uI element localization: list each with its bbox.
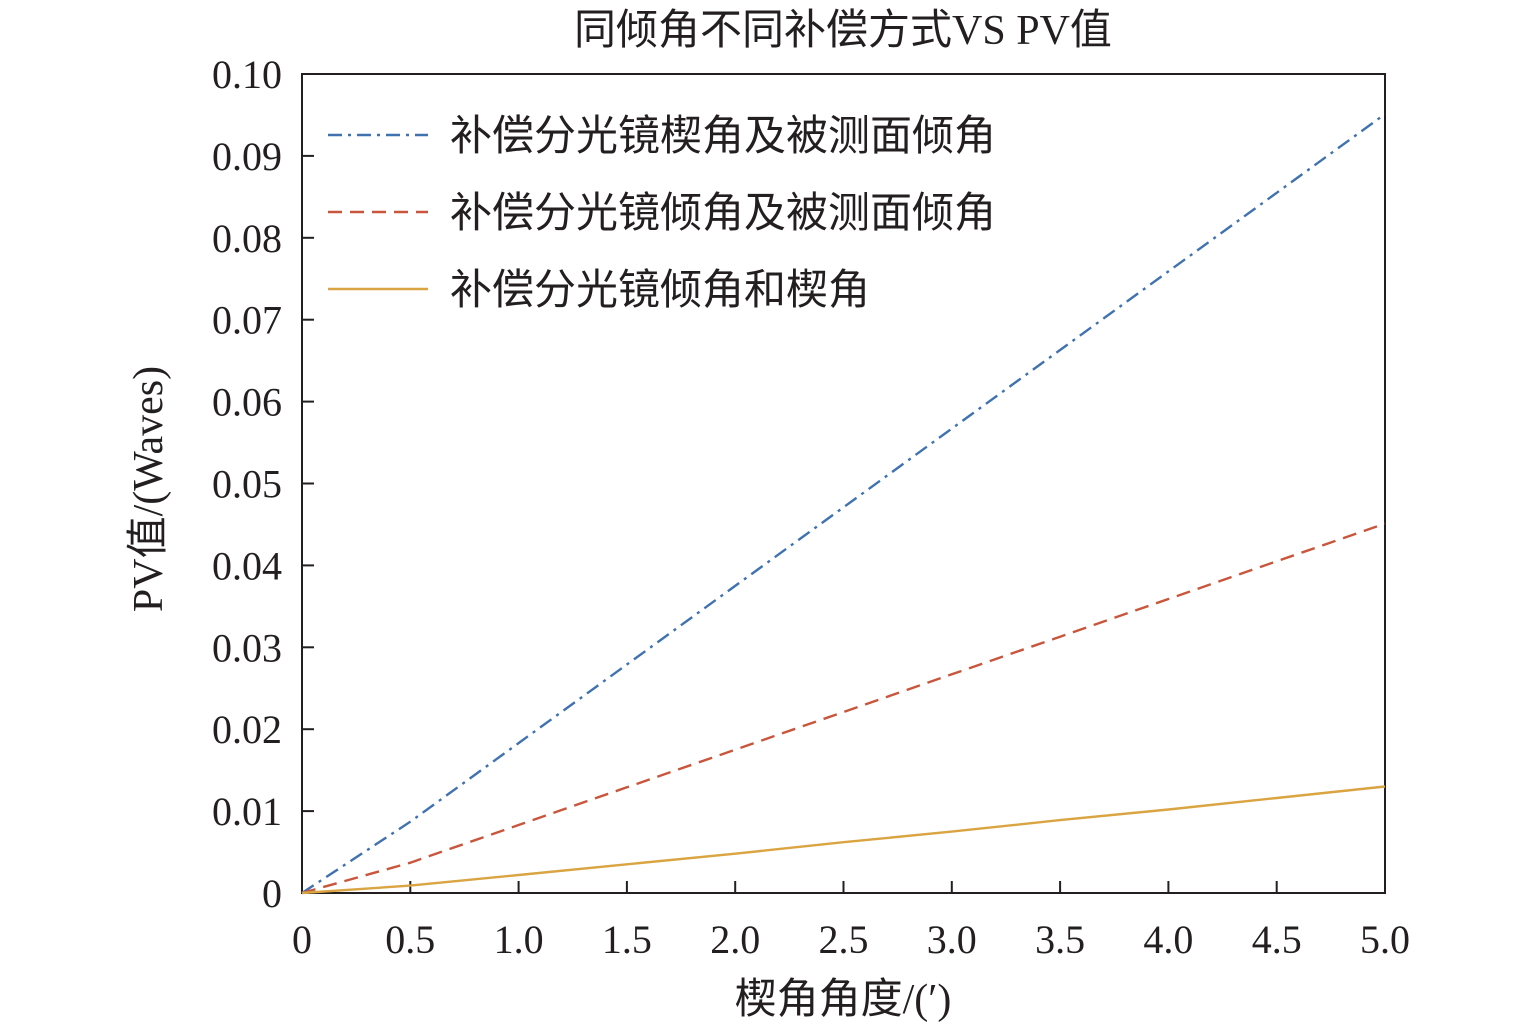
- y-tick-label: 0.09: [212, 134, 282, 179]
- series-layer: [301, 113, 1386, 895]
- y-tick-label: 0.05: [212, 462, 282, 507]
- y-axis: 0 0.01 0.02 0.03 0.04 0.05 0.06 0.07 0.08 0.09 0.1…: [212, 52, 314, 916]
- legend-label-2: 补偿分光镜倾角及被测面倾角: [450, 190, 996, 237]
- x-tick-label: 2.5: [819, 917, 869, 962]
- x-axis-label: 楔角角度/(′): [735, 977, 952, 1023]
- series-line-1: [301, 113, 1386, 895]
- x-tick-label: 1.0: [494, 917, 544, 962]
- y-tick-label: 0: [262, 871, 282, 916]
- y-tick-label: 0.02: [212, 707, 282, 752]
- series-line-2: [301, 522, 1386, 895]
- x-tick-label: 4.5: [1252, 917, 1302, 962]
- legend-label-3: 补偿分光镜倾角和楔角: [450, 267, 870, 314]
- y-axis-label: PV值/(Waves): [126, 366, 172, 612]
- series-line-3: [301, 785, 1386, 895]
- y-tick-label: 0.10: [212, 52, 282, 97]
- y-tick-label: 0.01: [212, 789, 282, 834]
- y-tick-label: 0.04: [212, 543, 282, 588]
- x-tick-label: 0.5: [385, 917, 435, 962]
- x-tick-label: 5.0: [1360, 917, 1410, 962]
- x-tick-label: 2.0: [710, 917, 760, 962]
- y-tick-label: 0.06: [212, 380, 282, 425]
- x-tick-label: 1.5: [602, 917, 652, 962]
- x-tick-label: 0: [292, 917, 312, 962]
- legend-label-1: 补偿分光镜楔角及被测面倾角: [450, 113, 996, 160]
- x-tick-label: 3.5: [1035, 917, 1085, 962]
- y-tick-label: 0.07: [212, 298, 282, 343]
- x-axis: 0 0.5 1.0 1.5 2.0 2.5 3.0 3.5 4.0 4.5 5.0: [292, 881, 1410, 962]
- y-tick-label: 0.08: [212, 216, 282, 261]
- y-tick-label: 0.03: [212, 625, 282, 670]
- x-tick-label: 4.0: [1143, 917, 1193, 962]
- x-tick-label: 3.0: [927, 917, 977, 962]
- chart-title: 同倾角不同补偿方式VS PV值: [574, 8, 1112, 54]
